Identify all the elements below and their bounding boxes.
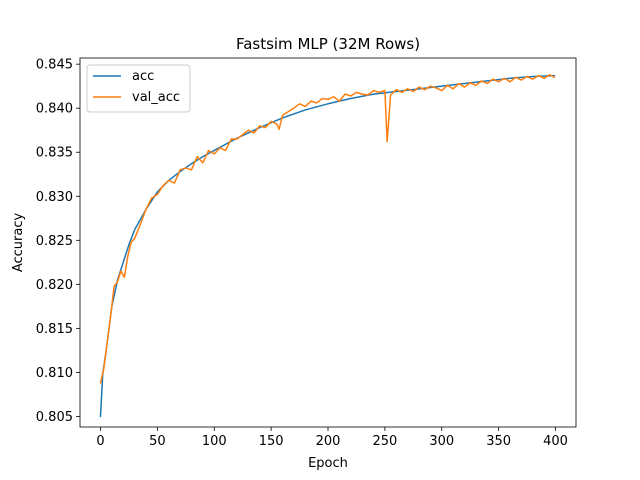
y-axis-title: Accuracy bbox=[11, 213, 26, 273]
series-line-val-acc bbox=[99, 73, 556, 384]
legend-label-val-acc: val_acc bbox=[132, 90, 180, 105]
y-tick-label: 0.840 bbox=[36, 102, 73, 117]
y-tick-label: 0.835 bbox=[36, 146, 73, 161]
x-tick-label: 200 bbox=[316, 434, 341, 449]
y-tick-label: 0.815 bbox=[36, 322, 73, 337]
x-tick-label: 400 bbox=[543, 434, 568, 449]
legend: acc val_acc bbox=[86, 64, 191, 113]
x-tick-label: 100 bbox=[202, 434, 227, 449]
x-tick-label: 300 bbox=[429, 434, 454, 449]
y-tick-label: 0.830 bbox=[36, 190, 73, 205]
x-tick-label: 50 bbox=[149, 434, 166, 449]
y-tick-label: 0.820 bbox=[36, 278, 73, 293]
x-tick-label: 150 bbox=[259, 434, 284, 449]
x-tick-label: 250 bbox=[372, 434, 397, 449]
chart-title: Fastsim MLP (32M Rows) bbox=[236, 35, 420, 53]
plot-area bbox=[80, 58, 576, 427]
y-tick-label: 0.845 bbox=[36, 58, 73, 73]
x-tick-label: 0 bbox=[96, 434, 104, 449]
x-axis: 0 50 100 150 200 250 300 350 400 bbox=[96, 427, 568, 449]
x-tick-label: 350 bbox=[486, 434, 511, 449]
y-tick-label: 0.825 bbox=[36, 234, 73, 249]
y-tick-label: 0.805 bbox=[36, 410, 73, 425]
y-axis: 0.805 0.810 0.815 0.820 0.825 0.830 0.835 0.840… bbox=[36, 58, 80, 425]
y-tick-label: 0.810 bbox=[36, 366, 73, 381]
series-layer bbox=[99, 73, 556, 418]
series-line-acc bbox=[99, 74, 556, 418]
legend-label-acc: acc bbox=[132, 69, 154, 84]
x-axis-title: Epoch bbox=[308, 456, 348, 471]
